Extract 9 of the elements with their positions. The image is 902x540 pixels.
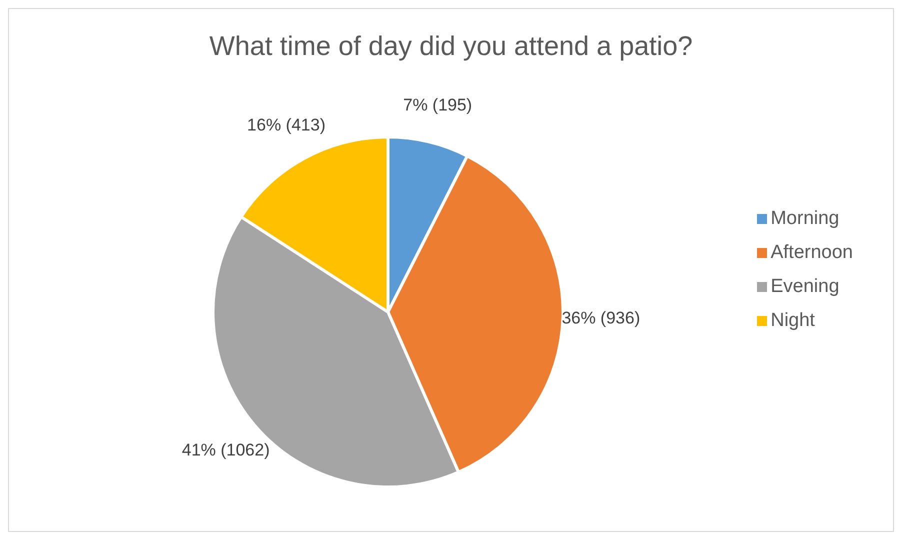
- legend-label: Night: [770, 310, 815, 331]
- data-label: 16% (413): [247, 115, 326, 134]
- legend-label: Morning: [770, 208, 840, 229]
- data-label: 7% (195): [403, 95, 472, 114]
- data-label: 41% (1062): [182, 440, 270, 460]
- data-label: 36% (936): [562, 308, 640, 328]
- chart-title: What time of day did you attend a patio?: [208, 31, 694, 62]
- legend-label: Afternoon: [770, 242, 853, 263]
- legend-label: Evening: [770, 276, 840, 297]
